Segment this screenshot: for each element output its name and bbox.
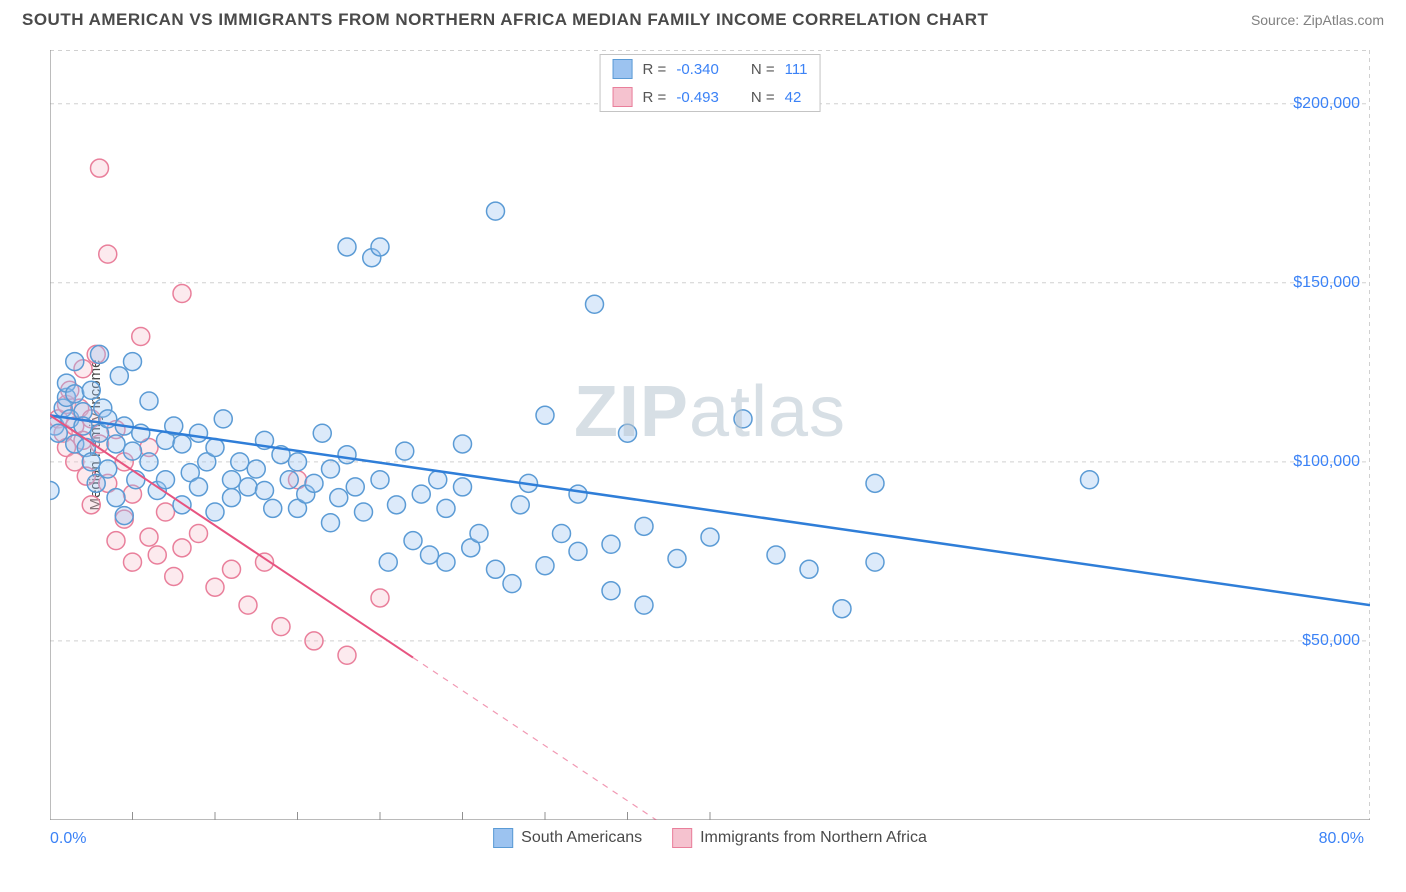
y-tick-label: $100,000	[1293, 453, 1360, 471]
y-tick-label: $150,000	[1293, 274, 1360, 292]
x-tick-label: 0.0%	[50, 830, 86, 848]
legend-swatch	[672, 828, 692, 848]
legend-swatch	[493, 828, 513, 848]
chart-header: SOUTH AMERICAN VS IMMIGRANTS FROM NORTHE…	[0, 0, 1406, 36]
series-legend: South Americans Immigrants from Northern …	[493, 828, 927, 848]
chart-area: Median Family Income ZIPatlas R =-0.340N…	[50, 50, 1370, 820]
y-tick-label: $50,000	[1302, 632, 1360, 650]
legend-swatch	[613, 59, 633, 79]
legend-swatch	[613, 87, 633, 107]
y-tick-label: $200,000	[1293, 95, 1360, 113]
source-attribution: Source: ZipAtlas.com	[1251, 12, 1384, 28]
legend-stat-row: R =-0.340N =111	[601, 55, 820, 83]
correlation-legend: R =-0.340N =111R =-0.493N =42	[600, 54, 821, 112]
x-tick-label: 80.0%	[1319, 830, 1364, 848]
scatter-plot	[50, 50, 1370, 820]
chart-title: SOUTH AMERICAN VS IMMIGRANTS FROM NORTHE…	[22, 10, 988, 30]
legend-item: South Americans	[493, 828, 642, 848]
legend-stat-row: R =-0.493N =42	[601, 83, 820, 111]
legend-label: South Americans	[521, 829, 642, 847]
legend-item: Immigrants from Northern Africa	[672, 828, 927, 848]
legend-label: Immigrants from Northern Africa	[700, 829, 927, 847]
